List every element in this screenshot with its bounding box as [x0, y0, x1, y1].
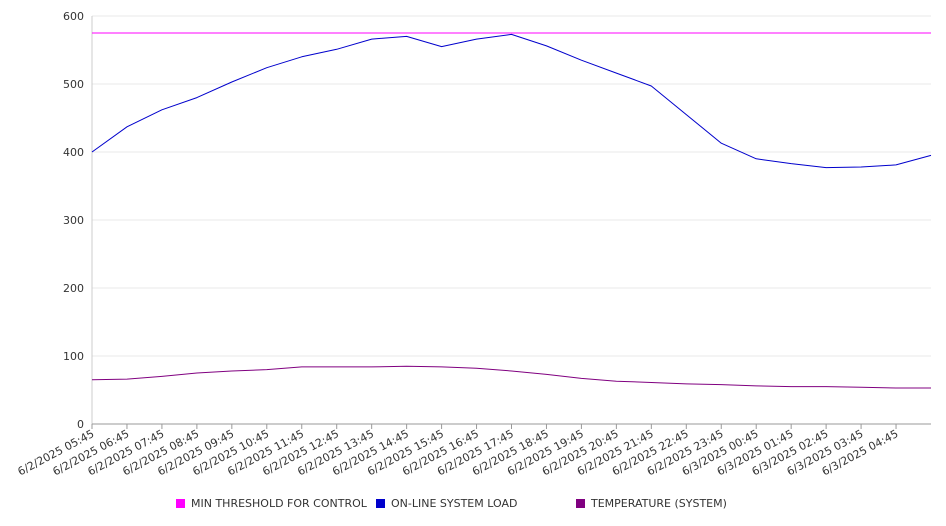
- legend-item-min-threshold[interactable]: MIN THRESHOLD FOR CONTROL: [176, 497, 367, 510]
- x-axis-tick-labels: 6/2/2025 05:456/2/2025 06:456/2/2025 07:…: [16, 427, 901, 478]
- legend-swatch-system-load: [376, 499, 385, 508]
- y-tick-label: 600: [63, 10, 84, 23]
- y-axis-tick-labels: 0 100 200 300 400 500 600: [63, 10, 84, 431]
- legend-swatch-temperature: [576, 499, 585, 508]
- legend-swatch-min-threshold: [176, 499, 185, 508]
- grid: [92, 15, 931, 357]
- y-tick-label: 500: [63, 78, 84, 91]
- legend-label-min-threshold: MIN THRESHOLD FOR CONTROL: [191, 497, 367, 510]
- legend-item-system-load[interactable]: ON-LINE SYSTEM LOAD: [376, 497, 517, 510]
- y-tick-label: 100: [63, 350, 84, 363]
- legend: MIN THRESHOLD FOR CONTROL ON-LINE SYSTEM…: [0, 497, 946, 515]
- legend-label-temperature: TEMPERATURE (SYSTEM): [591, 497, 727, 510]
- y-tick-label: 400: [63, 146, 84, 159]
- y-tick-label: 0: [77, 418, 84, 431]
- y-tick-label: 300: [63, 214, 84, 227]
- legend-label-system-load: ON-LINE SYSTEM LOAD: [391, 497, 518, 510]
- series-line-system-load: [91, 33, 932, 169]
- axes: [91, 16, 931, 429]
- series-group: [91, 32, 932, 389]
- legend-item-temperature[interactable]: TEMPERATURE (SYSTEM): [576, 497, 727, 510]
- y-tick-label: 200: [63, 282, 84, 295]
- series-line-temperature: [91, 365, 931, 389]
